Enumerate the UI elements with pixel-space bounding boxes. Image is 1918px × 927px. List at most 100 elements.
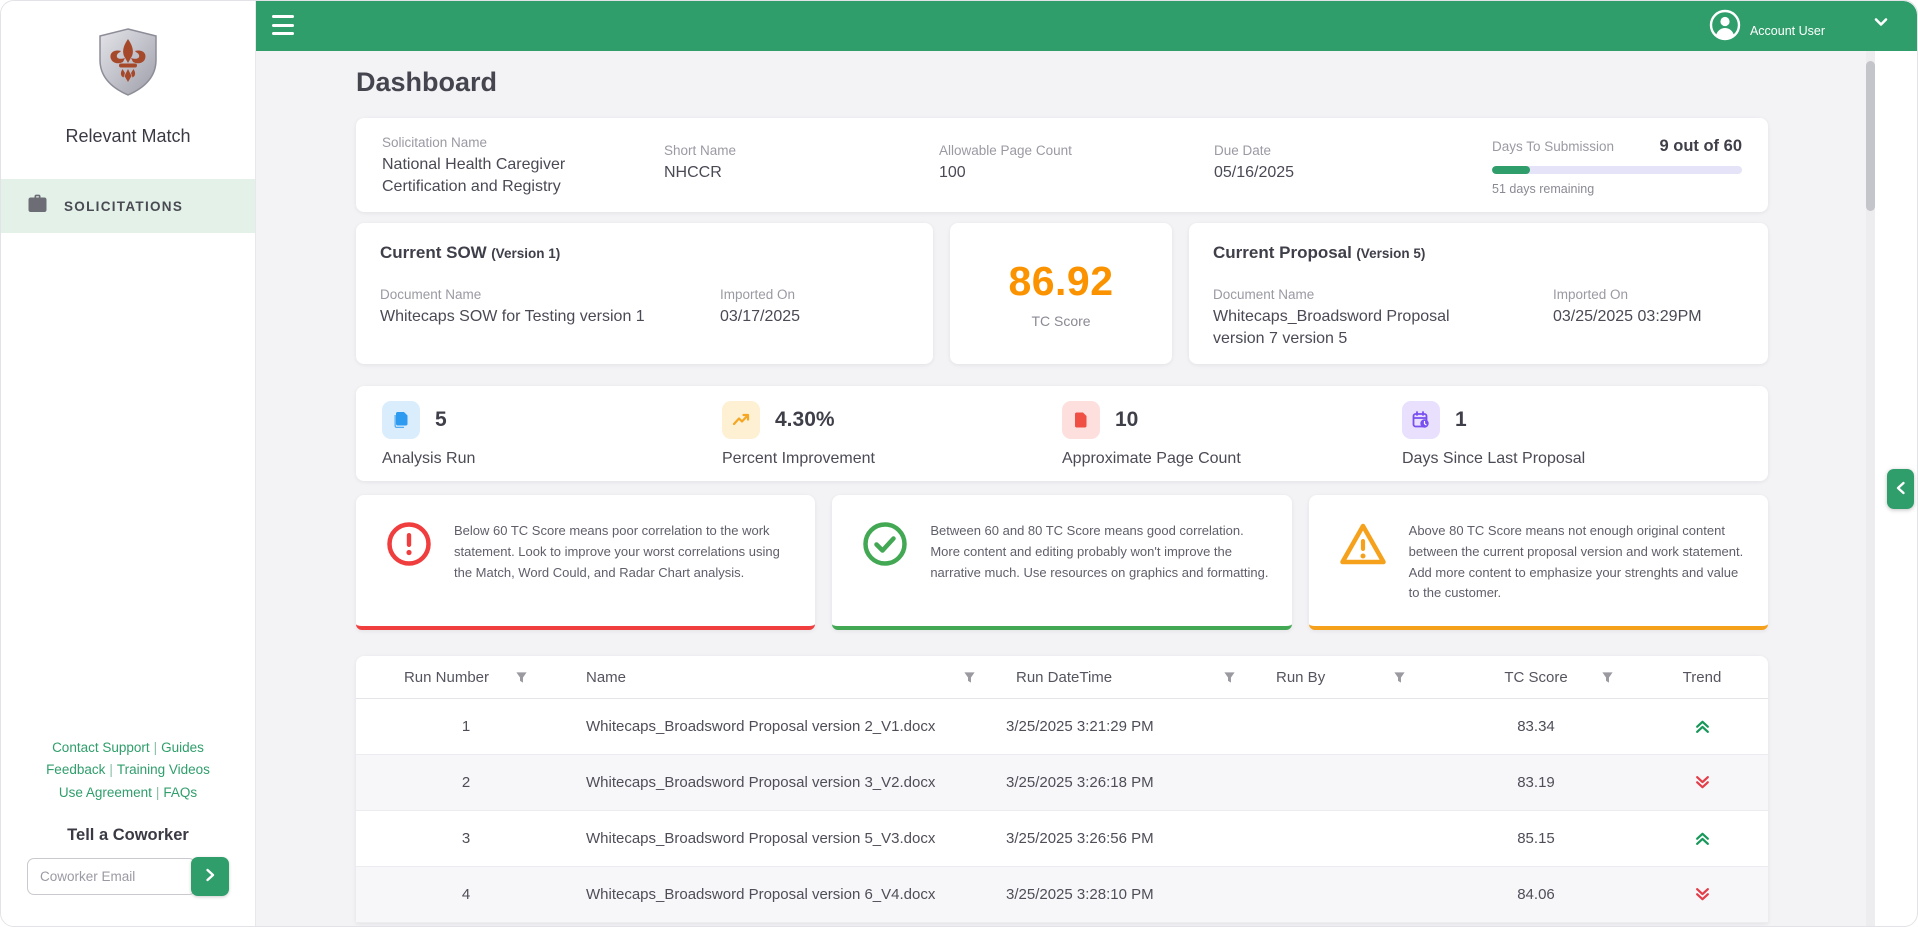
sidebar: Relevant Match SOLICITATIONS Contact Sup…	[1, 1, 256, 926]
table-row[interactable]: 4 Whitecaps_Broadsword Proposal version …	[356, 867, 1768, 923]
link-feedback[interactable]: Feedback	[46, 762, 106, 778]
filter-icon[interactable]	[1393, 671, 1406, 684]
proposal-document-name-label: Document Name	[1213, 287, 1315, 302]
proposal-document-name-value: Whitecaps_Broadsword Proposal version 7 …	[1213, 308, 1450, 347]
page-title: Dashboard	[356, 67, 498, 97]
link-contact-support[interactable]: Contact Support	[52, 740, 150, 756]
advisory-low-score-card: Below 60 TC Score means poor correlation…	[356, 495, 816, 630]
table-row[interactable]: 2 Whitecaps_Broadsword Proposal version …	[356, 755, 1768, 811]
stat-analysis-run: 5 Analysis Run	[382, 401, 722, 481]
column-name: Name	[586, 668, 627, 686]
filter-icon[interactable]	[1601, 671, 1614, 684]
tc-score-value: 86.92	[1008, 258, 1114, 304]
table-row[interactable]: 1 Whitecaps_Broadsword Proposal version …	[356, 699, 1768, 755]
column-trend: Trend	[1682, 668, 1722, 686]
approximate-page-count-value: 10	[1115, 408, 1139, 431]
stat-days-since-last-proposal: 1 Days Since Last Proposal	[1402, 401, 1742, 481]
due-date-value: 05/16/2025	[1214, 164, 1295, 181]
sow-document-name-value: Whitecaps SOW for Testing version 1	[380, 308, 645, 325]
hamburger-menu-icon[interactable]	[272, 15, 294, 35]
run-name-cell: Whitecaps_Broadsword Proposal version 2_…	[586, 718, 936, 735]
column-run-number: Run Number	[403, 668, 490, 686]
tell-a-coworker-title: Tell a Coworker	[67, 826, 189, 844]
trend-down-icon	[1636, 886, 1768, 903]
scrollbar-thumb[interactable]	[1866, 61, 1875, 211]
link-guides[interactable]: Guides	[161, 740, 204, 756]
allowable-page-count-value: 100	[939, 164, 966, 181]
link-training-videos[interactable]: Training Videos	[116, 762, 210, 778]
current-sow-title: Current SOW	[380, 243, 487, 262]
trend-up-icon	[1636, 830, 1768, 847]
solicitation-overview-card: Solicitation Name National Health Caregi…	[356, 118, 1768, 212]
proposal-imported-on-label: Imported On	[1553, 287, 1629, 302]
trend-up-icon	[1636, 718, 1768, 735]
percent-improvement-value: 4.30%	[775, 408, 835, 431]
days-remaining-text: 51 days remaining	[1492, 182, 1595, 196]
run-name-cell: Whitecaps_Broadsword Proposal version 5_…	[586, 830, 936, 847]
filter-icon[interactable]	[515, 671, 528, 684]
due-date-label: Due Date	[1214, 143, 1272, 158]
days-progress-fill	[1492, 166, 1530, 174]
account-chevron-down-icon[interactable]	[1873, 14, 1889, 35]
link-separator: |	[109, 762, 113, 778]
collapse-panel-button[interactable]	[1887, 469, 1914, 509]
chevron-right-icon	[203, 868, 217, 885]
stat-approximate-page-count: 10 Approximate Page Count	[1062, 401, 1402, 481]
trend-up-icon	[722, 401, 760, 439]
sow-imported-on-label: Imported On	[720, 287, 796, 302]
run-datetime-cell: 3/25/2025 3:26:56 PM	[1006, 830, 1154, 847]
coworker-email-input[interactable]	[27, 858, 196, 895]
days-to-submission-label: Days To Submission	[1492, 139, 1615, 154]
current-proposal-title: Current Proposal	[1213, 243, 1352, 262]
stat-percent-improvement: 4.30% Percent Improvement	[722, 401, 1062, 481]
days-to-submission-value: 9 out of 60	[1659, 137, 1742, 155]
analysis-runs-table: Run Number Name Run DateTime	[356, 656, 1768, 923]
advisory-low-score-text: Below 60 TC Score means poor correlation…	[454, 523, 780, 580]
analysis-run-label: Analysis Run	[382, 450, 476, 467]
current-proposal-card: Current Proposal (Version 5) Document Na…	[1189, 223, 1768, 364]
link-faqs[interactable]: FAQs	[163, 784, 198, 800]
vertical-scrollbar[interactable]	[1866, 51, 1875, 926]
run-name-cell: Whitecaps_Broadsword Proposal version 3_…	[586, 774, 936, 791]
account-menu[interactable]: Account User	[1709, 9, 1825, 41]
check-circle-icon	[862, 521, 908, 626]
link-use-agreement[interactable]: Use Agreement	[58, 784, 152, 800]
sidebar-item-solicitations[interactable]: SOLICITATIONS	[1, 179, 255, 233]
column-tc-score: TC Score	[1504, 668, 1568, 686]
tc-score-label: TC Score	[1031, 313, 1091, 329]
filter-icon[interactable]	[1223, 671, 1236, 684]
filter-icon[interactable]	[963, 671, 976, 684]
link-separator: |	[153, 740, 158, 756]
briefcase-icon	[27, 193, 48, 219]
brand-title: Relevant Match	[65, 126, 191, 146]
tc-score-cell: 85.15	[1517, 830, 1555, 847]
solicitation-name-value: National Health Caregiver Certification …	[382, 156, 566, 195]
days-to-submission-block: Days To Submission 9 out of 60 51 days r…	[1492, 135, 1742, 212]
proposal-imported-on-value: 03/25/2025 03:29PM	[1553, 308, 1702, 325]
current-sow-card: Current SOW (Version 1) Document Name Wh…	[356, 223, 933, 364]
table-header-row: Run Number Name Run DateTime	[356, 656, 1768, 699]
run-number-cell: 2	[461, 774, 471, 791]
account-user-label: Account User	[1749, 24, 1825, 38]
tc-score-cell: 83.34	[1517, 718, 1555, 735]
days-since-last-proposal-value: 1	[1455, 408, 1467, 431]
relevant-match-logo	[95, 27, 161, 102]
avatar-icon	[1709, 9, 1741, 41]
run-number-cell: 4	[461, 886, 471, 903]
sow-document-name-label: Document Name	[380, 287, 482, 302]
tc-score-cell: 83.19	[1517, 774, 1555, 791]
allowable-page-count-label: Allowable Page Count	[939, 143, 1072, 158]
current-sow-version: (Version 1)	[491, 246, 561, 261]
send-coworker-email-button[interactable]	[191, 857, 229, 896]
table-row[interactable]: 3 Whitecaps_Broadsword Proposal version …	[356, 811, 1768, 867]
solicitation-name-label: Solicitation Name	[382, 135, 488, 150]
advisory-high-score-card: Above 80 TC Score means not enough origi…	[1308, 495, 1768, 630]
short-name-label: Short Name	[664, 143, 737, 158]
stats-card: 5 Analysis Run 4.30% Percent Improvement	[356, 386, 1768, 481]
column-run-datetime: Run DateTime	[1016, 668, 1113, 686]
short-name-value: NHCCR	[664, 164, 722, 181]
run-datetime-cell: 3/25/2025 3:26:18 PM	[1006, 774, 1154, 791]
top-bar: Account User	[256, 1, 1917, 51]
sidebar-item-label: SOLICITATIONS	[64, 198, 184, 214]
